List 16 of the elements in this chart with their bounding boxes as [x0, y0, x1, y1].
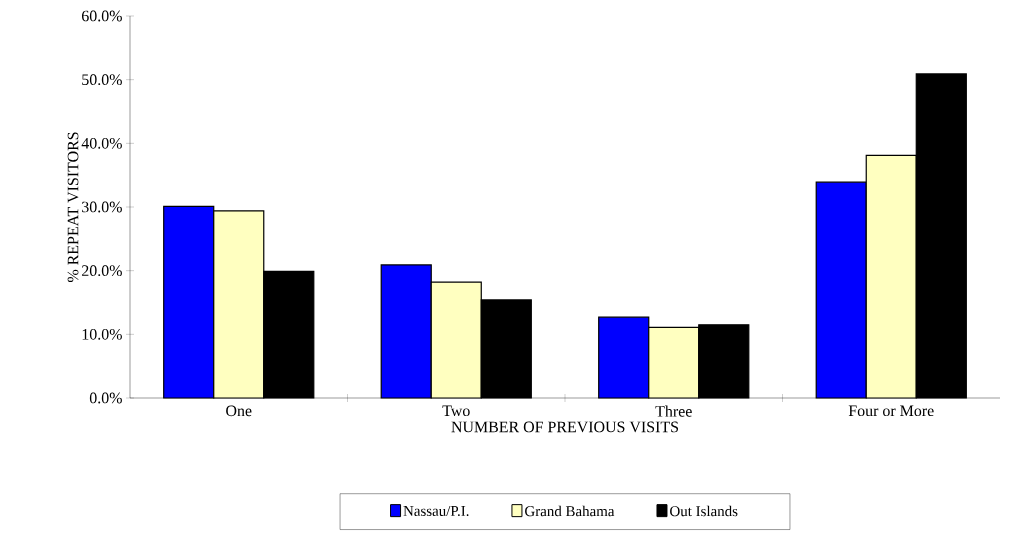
- y-tick-label: 30.0%: [82, 201, 122, 213]
- y-tick-label: 60.0%: [81, 10, 122, 22]
- y-tick-label: 0.0%: [89, 392, 122, 404]
- y-tick-label: 40.0%: [81, 137, 122, 149]
- y-tick-label: 20.0%: [82, 265, 122, 277]
- x-axis-title: NUMBER OF PREVIOUS VISITS: [451, 421, 679, 433]
- legend-label: Grand Bahama: [525, 505, 615, 517]
- x-tick-label: One: [226, 405, 252, 417]
- y-tick-label: 10.0%: [82, 328, 122, 340]
- y-tick-label: 50.0%: [82, 74, 122, 86]
- legend-label: Out Islands: [670, 505, 738, 517]
- x-tick-label: Three: [655, 405, 692, 417]
- x-tick-label: Two: [442, 405, 470, 417]
- legend-label: Nassau/P.I.: [403, 505, 469, 517]
- y-axis-title: % REPEAT VISITORS: [67, 132, 79, 283]
- x-tick-label: Four or More: [848, 405, 934, 417]
